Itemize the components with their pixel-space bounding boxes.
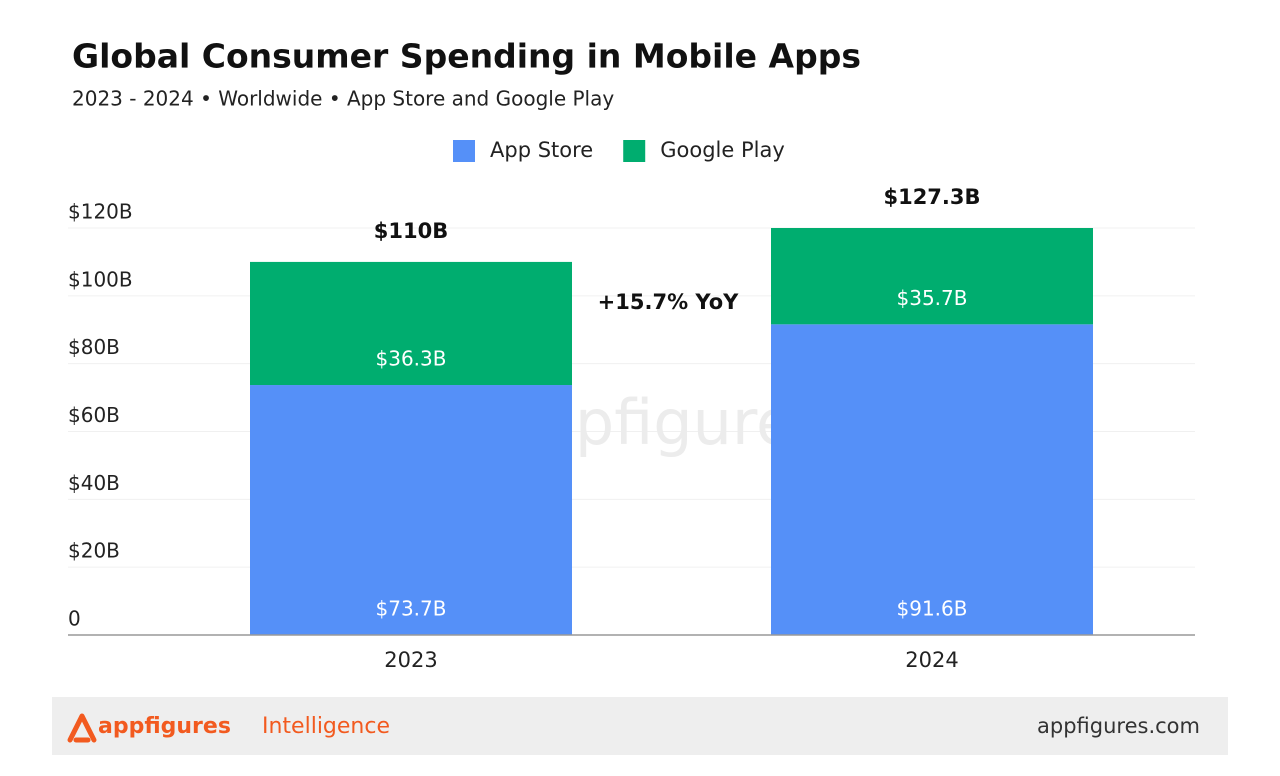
labels: 0 $20B $40B $60B $80B $100B $120B App Store Goog…	[68, 138, 1195, 672]
legend-label: App Store	[490, 138, 593, 162]
legend-label: Google Play	[660, 138, 785, 162]
bar-segment	[771, 228, 1093, 325]
bar-segment	[250, 385, 572, 635]
footer-logo	[67, 713, 97, 743]
bar-segment	[771, 324, 1093, 635]
bars	[250, 228, 1093, 635]
total-label: $127.3B	[883, 185, 980, 209]
chart-title: Global Consumer Spending in Mobile Apps	[72, 37, 861, 76]
footer-band	[52, 697, 1228, 755]
footer-product: Intelligence	[262, 714, 390, 739]
total-label: $110B	[374, 219, 448, 243]
legend-swatch	[623, 140, 646, 162]
y-tick-label: $20B	[68, 539, 120, 563]
footer-brand: appfigures	[98, 714, 231, 739]
value-label: $36.3B	[376, 347, 447, 371]
bar-segment	[250, 261, 572, 386]
y-tick-label: $120B	[68, 200, 133, 224]
y-tick-label: $60B	[68, 403, 120, 427]
y-tick-label: 0	[68, 607, 81, 631]
y-tick-label: $100B	[68, 267, 133, 291]
y-tick-label: $80B	[68, 335, 120, 359]
annotation: +15.7% YoY	[598, 290, 739, 314]
value-label: $73.7B	[376, 597, 447, 621]
value-label: $35.7B	[897, 286, 968, 310]
legend-swatch	[453, 140, 475, 162]
x-tick-label: 2024	[905, 648, 958, 672]
chart-subtitle: 2023 - 2024 • Worldwide • App Store and …	[72, 87, 614, 111]
footer-site: appfigures.com	[1037, 714, 1200, 738]
x-tick-label: 2023	[384, 648, 437, 672]
value-label: $91.6B	[897, 597, 968, 621]
y-tick-label: $40B	[68, 471, 120, 495]
